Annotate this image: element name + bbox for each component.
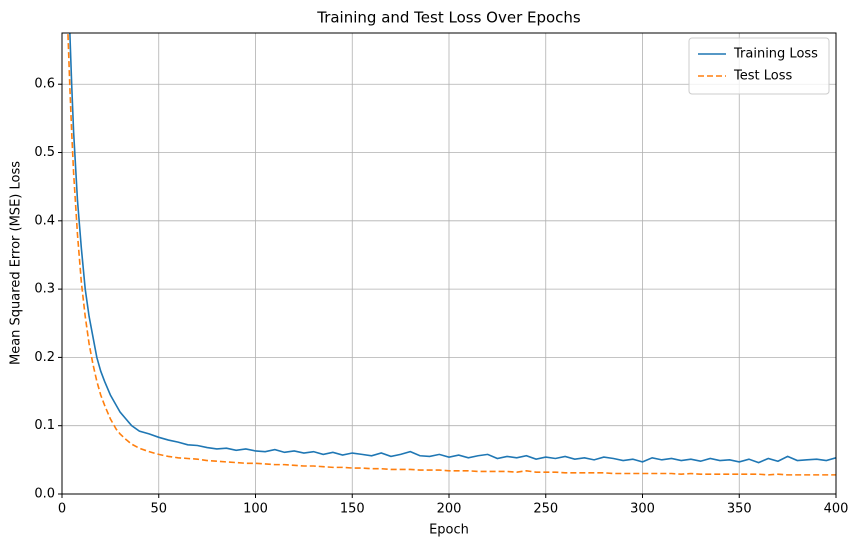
y-tick-label: 0.3: [34, 282, 55, 297]
x-axis-label: Epoch: [429, 523, 469, 538]
x-tick-label: 250: [533, 502, 558, 517]
y-tick-label: 0.1: [34, 418, 55, 433]
x-tick-label: 300: [630, 502, 655, 517]
x-tick-label: 350: [727, 502, 752, 517]
legend: Training Loss Test Loss: [688, 37, 830, 95]
x-tick-label: 400: [824, 502, 849, 517]
x-tick-label: 50: [150, 502, 167, 517]
y-tick-label: 0.2: [34, 350, 55, 365]
y-tick-label: 0.6: [34, 77, 55, 92]
plot-area: [67, 33, 836, 476]
series-line: [67, 33, 836, 476]
y-tick-label: 0.4: [34, 213, 55, 228]
y-tick-label: 0.0: [34, 487, 55, 502]
legend-label: Training Loss: [733, 47, 818, 62]
legend-box: [688, 37, 830, 95]
grid: [61, 33, 837, 495]
series-line: [69, 33, 836, 464]
x-tick-label: 100: [243, 502, 268, 517]
legend-label: Test Loss: [733, 69, 792, 84]
y-axis-label: Mean Squared Error (MSE) Loss: [9, 161, 24, 365]
x-tick-label: 0: [58, 502, 66, 517]
x-tick-label: 150: [340, 502, 365, 517]
axes: 0 50 100 150 200 250 300 350 400 0.0 0.1 0.2 0.3 0.4 0…: [34, 77, 848, 517]
chart-title: Training and Test Loss Over Epochs: [316, 9, 581, 27]
x-tick-label: 200: [437, 502, 462, 517]
y-tick-label: 0.5: [34, 145, 55, 160]
